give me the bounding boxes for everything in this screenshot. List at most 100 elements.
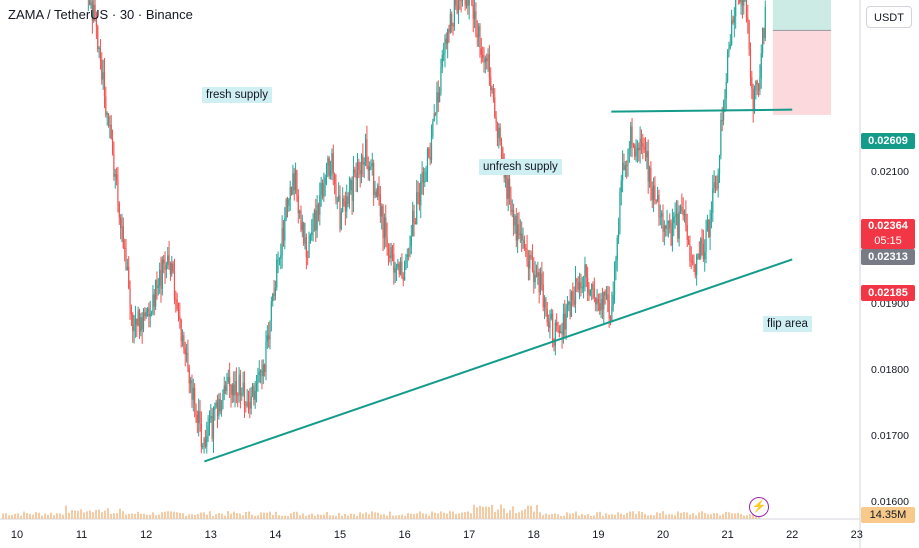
volume-bar xyxy=(641,511,643,519)
unfresh-supply-note[interactable]: unfresh supply xyxy=(479,159,562,175)
candle-body xyxy=(601,299,604,310)
currency-selector[interactable]: USDT xyxy=(866,6,912,28)
candle-body xyxy=(216,402,219,417)
candle-body xyxy=(238,374,240,395)
candle-body xyxy=(443,53,445,55)
candle-body xyxy=(655,200,657,202)
candle-body xyxy=(257,375,259,384)
time-tick-label: 12 xyxy=(140,529,152,541)
candle-body xyxy=(729,44,731,48)
volume-bar xyxy=(248,511,250,519)
candle-body xyxy=(94,4,96,18)
candle-body xyxy=(125,247,127,271)
volume-bar xyxy=(65,505,67,519)
volume-bar xyxy=(173,511,175,519)
candle-body xyxy=(363,162,365,165)
candle-body xyxy=(156,279,158,288)
candle-body xyxy=(146,308,149,312)
candle-body xyxy=(103,72,106,97)
candle-body xyxy=(220,408,223,412)
volume-bar xyxy=(35,512,37,519)
candle-body xyxy=(426,148,429,172)
candle-body xyxy=(179,316,181,320)
candle-body xyxy=(134,318,137,325)
volume-bar xyxy=(536,504,538,519)
volume-bar xyxy=(449,511,451,519)
ascending-trendline[interactable] xyxy=(204,258,793,463)
candle-body xyxy=(362,155,364,165)
volume-bar xyxy=(521,510,523,519)
flip-area-note[interactable]: flip area xyxy=(763,316,812,332)
volume-bar xyxy=(635,514,637,519)
candle-body xyxy=(539,273,542,293)
dot: · xyxy=(137,7,146,22)
volume-bar xyxy=(644,513,646,519)
candle-body xyxy=(331,153,333,171)
volume-bar xyxy=(617,512,619,519)
candle-body xyxy=(404,262,406,281)
volume-bar xyxy=(8,515,10,519)
candle-body xyxy=(161,259,163,289)
volume-bar xyxy=(263,512,265,519)
candle-body xyxy=(251,385,254,397)
symbol-title[interactable]: ZAMA / TetherUS · 30 · Binance xyxy=(8,7,193,22)
price-tick-label: 0.01600 xyxy=(871,496,909,508)
volume-bar xyxy=(584,514,586,519)
stop-zone[interactable] xyxy=(772,30,831,115)
time-tick-label: 13 xyxy=(205,529,217,541)
candle-body xyxy=(185,352,188,355)
candle-body xyxy=(352,169,355,201)
fresh-supply-note[interactable]: fresh supply xyxy=(202,87,273,103)
candle-body xyxy=(413,210,415,223)
candle-body xyxy=(261,370,263,377)
volume-bar xyxy=(110,513,112,519)
level-line-3[interactable] xyxy=(611,108,793,113)
candle-body xyxy=(259,370,262,372)
volume-bar xyxy=(479,505,481,519)
candle-body xyxy=(272,293,274,302)
volume-bar xyxy=(386,515,388,519)
dot: · xyxy=(111,7,120,22)
candle-body xyxy=(683,213,686,216)
candle-body xyxy=(728,47,730,52)
volume-bar xyxy=(419,511,421,519)
volume-bar xyxy=(428,515,430,519)
volume-bar xyxy=(683,512,685,519)
candle-body xyxy=(230,386,232,395)
candle-body xyxy=(188,368,190,384)
volume-bar xyxy=(179,512,181,519)
volume-bar xyxy=(122,511,124,519)
target-price-label: 0.02609 xyxy=(861,133,915,149)
candle-body xyxy=(219,399,221,412)
candle-body xyxy=(685,213,687,226)
target-zone[interactable] xyxy=(772,0,831,31)
volume-bar xyxy=(227,511,229,519)
volume-bar xyxy=(56,513,58,519)
candle-body xyxy=(721,120,723,122)
candle-body xyxy=(309,235,311,242)
price-tick-label: 0.01700 xyxy=(871,430,909,442)
volume-bar xyxy=(146,514,148,519)
candle-body xyxy=(149,313,151,317)
candle-body xyxy=(549,318,551,328)
candle-body xyxy=(281,228,283,256)
time-tick-label: 16 xyxy=(398,529,410,541)
candle-body xyxy=(137,310,139,326)
volume-bar xyxy=(710,514,712,519)
candle-body xyxy=(381,206,383,217)
candle-body xyxy=(176,299,178,310)
candle-body xyxy=(387,247,390,256)
volume-bar xyxy=(371,511,373,519)
candle-body xyxy=(424,181,426,183)
candle-body xyxy=(90,2,92,6)
candle-body xyxy=(169,263,172,275)
bar-countdown: 05:15 xyxy=(874,235,902,247)
candle-body xyxy=(250,396,252,409)
volume-bar xyxy=(629,511,631,519)
candle-body xyxy=(752,88,754,110)
lightning-icon[interactable]: ⚡ xyxy=(749,497,769,517)
candle-body xyxy=(447,29,449,44)
candle-body xyxy=(167,255,169,266)
candle-body xyxy=(657,194,659,201)
